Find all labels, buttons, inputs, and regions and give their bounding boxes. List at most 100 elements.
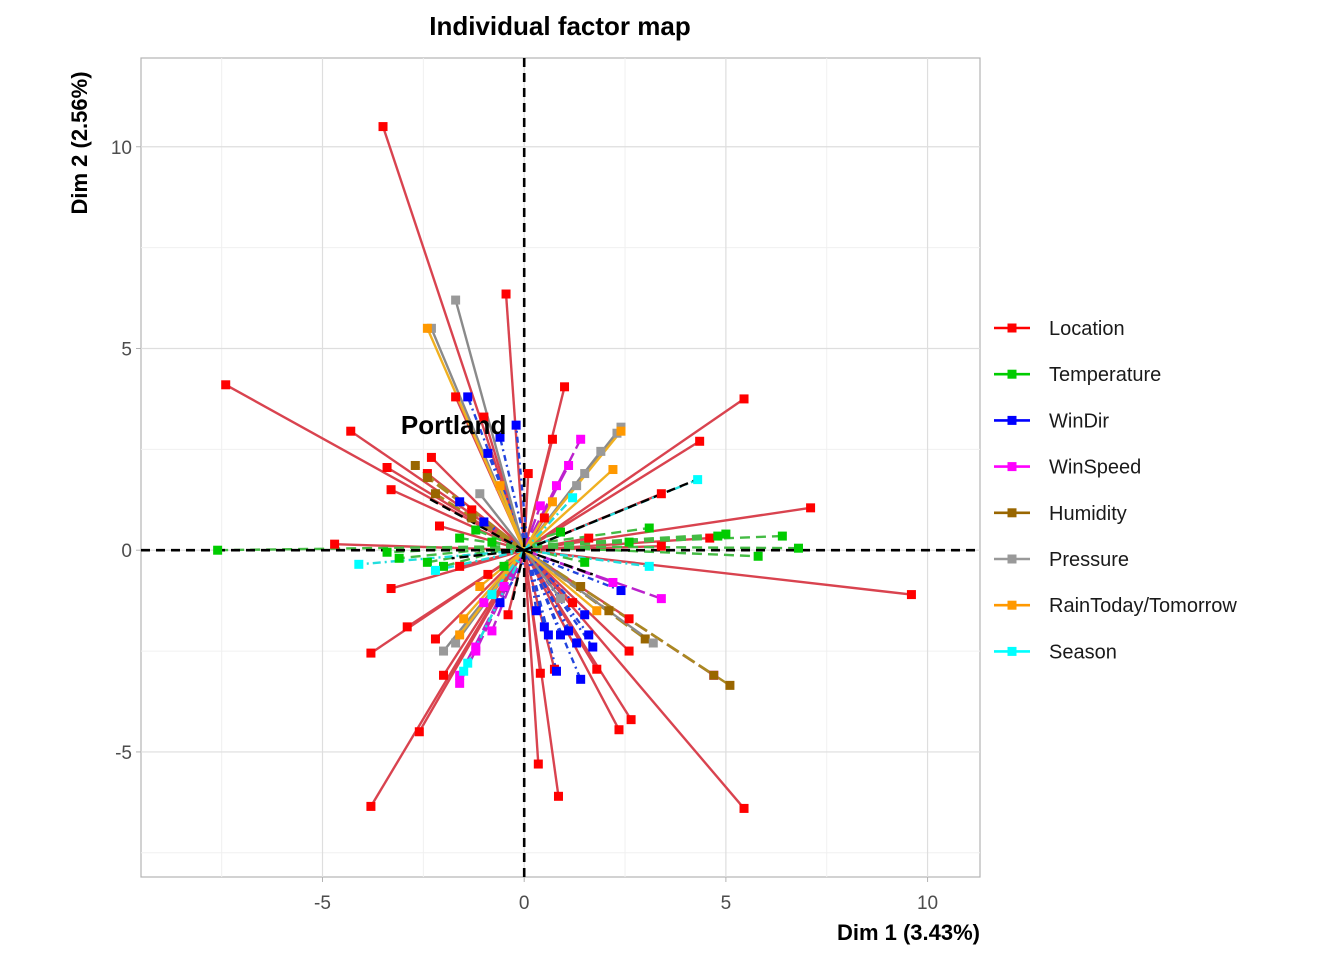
y-tick-labels: -5 0 5 10 [111, 138, 141, 764]
legend-key-point [1007, 554, 1017, 564]
data-point [693, 475, 703, 485]
data-point [346, 426, 356, 436]
data-point [556, 594, 565, 604]
data-point [547, 434, 557, 444]
data-point [644, 561, 654, 571]
series-segment [390, 488, 525, 552]
data-point [422, 323, 432, 333]
series-segment [522, 550, 540, 765]
data-point [487, 590, 497, 600]
plot-area: Portland [140, 57, 981, 878]
series-segment [524, 549, 650, 568]
series-segment [527, 553, 582, 680]
series-segment [523, 438, 554, 551]
series-segment [430, 456, 526, 552]
data-point [533, 759, 543, 769]
data-point [580, 610, 590, 620]
data-point [535, 501, 545, 511]
series-segment [523, 440, 701, 552]
x-axis-title: Dim 1 (3.43%) [837, 920, 980, 945]
series-points [213, 122, 916, 813]
data-point [560, 382, 570, 392]
data-point [402, 622, 412, 632]
data-point [592, 664, 602, 674]
data-point [705, 533, 715, 543]
series-segment [516, 540, 630, 548]
data-point [455, 630, 465, 640]
legend-key-point [1007, 646, 1017, 656]
x-tick-label: 5 [721, 893, 732, 914]
center-segment [510, 549, 526, 603]
data-point [495, 481, 505, 491]
data-point [608, 577, 618, 587]
series-segment [434, 549, 526, 640]
legend-label: Location [1049, 318, 1125, 340]
x-tick-label: -5 [314, 893, 331, 914]
series-segment [462, 549, 526, 620]
series-segment [515, 545, 585, 564]
data-point [511, 420, 521, 430]
data-point [422, 557, 432, 567]
series-segment [523, 549, 621, 731]
center-segment [523, 549, 594, 576]
data-point [430, 489, 440, 499]
y-tick-label: 5 [121, 339, 132, 360]
data-point [459, 614, 469, 624]
series-segment [523, 468, 614, 552]
data-point [616, 586, 626, 596]
legend-key-point [1007, 369, 1017, 379]
data-point [213, 545, 223, 555]
data-point [564, 626, 574, 636]
series-segment [498, 485, 526, 551]
data-point [576, 434, 586, 444]
series-segment [399, 544, 517, 560]
data-point [739, 803, 749, 813]
data-point [604, 606, 614, 616]
y-axis-title: Dim 2 (2.56%) [67, 71, 92, 214]
data-point [793, 543, 803, 553]
series-segment [498, 436, 530, 555]
data-point [709, 670, 719, 680]
data-point [422, 473, 432, 483]
series-segment [514, 425, 530, 555]
series-segment [523, 549, 598, 612]
series-segment [527, 553, 550, 636]
data-point [471, 642, 481, 652]
data-point [414, 727, 424, 737]
data-point [463, 658, 473, 668]
data-point [479, 598, 489, 608]
data-point [644, 523, 654, 533]
data-point [539, 622, 549, 632]
data-point [624, 537, 634, 547]
data-point [576, 582, 586, 592]
data-point [475, 582, 485, 592]
series-points-raintoday-tomorrow [422, 323, 626, 640]
data-point [608, 465, 618, 475]
data-point [572, 638, 582, 648]
series-points-humidity [410, 460, 735, 690]
data-point [592, 606, 602, 616]
data-point [455, 533, 465, 543]
legend-item: WinSpeed [994, 457, 1141, 479]
series-segment [426, 327, 526, 551]
series-points-season [354, 475, 703, 676]
data-point [467, 513, 477, 523]
legend-label: Temperature [1049, 364, 1161, 386]
data-point [499, 582, 509, 592]
data-point [455, 497, 465, 507]
data-point [906, 590, 916, 600]
data-point [576, 674, 586, 684]
x-tick-labels: -5 0 5 10 [314, 877, 938, 914]
legend-label: WinDir [1049, 410, 1109, 432]
data-point [386, 485, 396, 495]
center-segment [426, 496, 525, 552]
series-segment [454, 299, 526, 551]
data-point [495, 432, 505, 442]
x-tick-label: 10 [917, 893, 938, 914]
data-point [523, 469, 533, 479]
legend-item: Location [994, 318, 1125, 340]
data-point [366, 648, 376, 658]
data-point [564, 460, 574, 470]
series-segment [523, 505, 542, 551]
